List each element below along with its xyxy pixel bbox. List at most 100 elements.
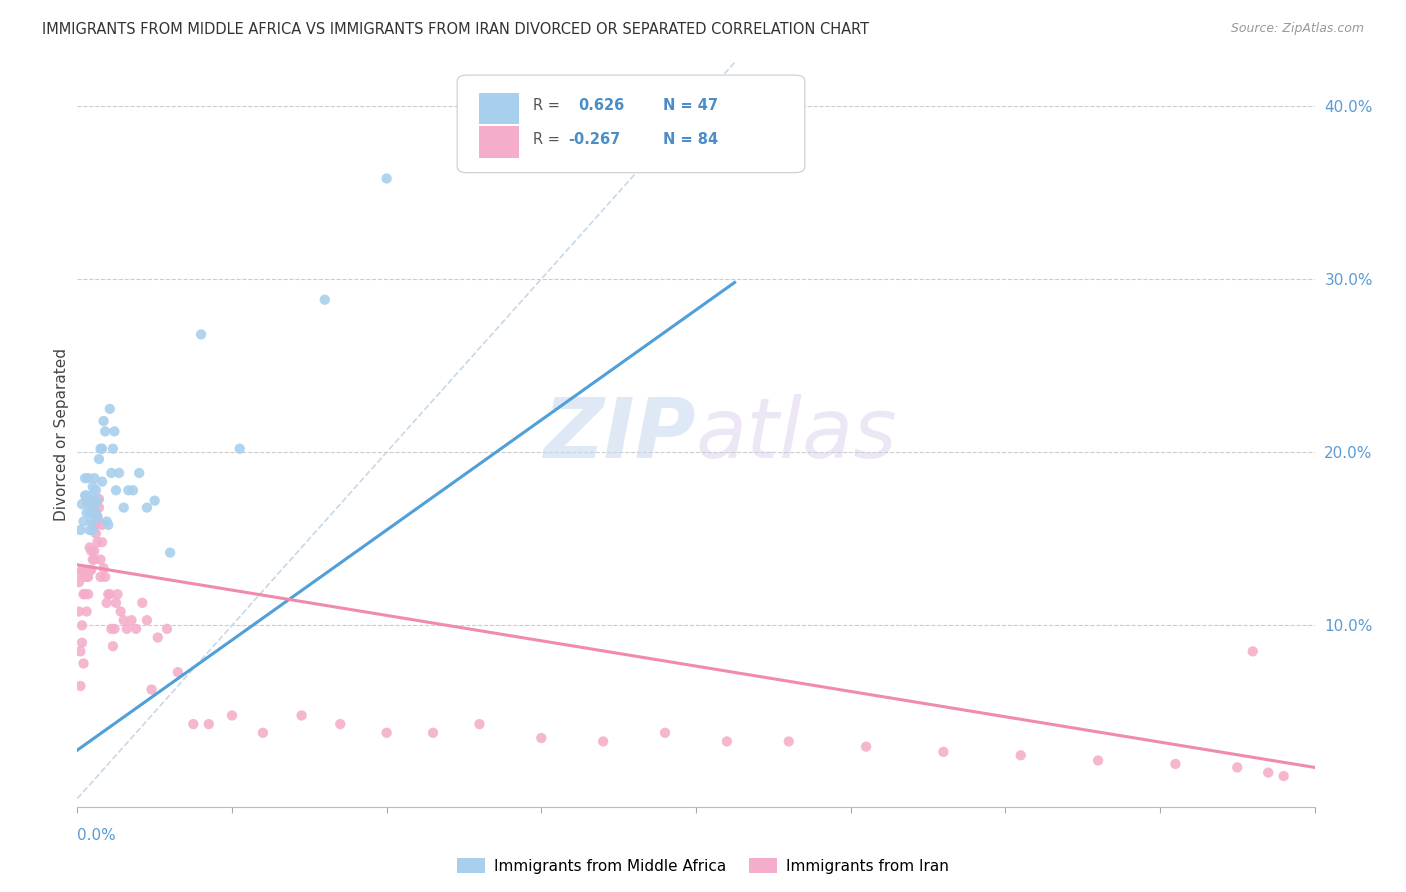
Point (110, 605, 132, 619)
Point (100, 466, 122, 480)
Point (82, 480, 104, 494)
Point (75, 488, 96, 502)
Point (97, 517, 120, 532)
Point (82, 523, 104, 537)
Point (76, 493, 98, 508)
Point (83, 471, 105, 485)
Point (375, 171, 398, 186)
Point (80, 488, 103, 502)
Point (86, 511, 108, 525)
Point (100, 622, 122, 636)
Point (75, 471, 96, 485)
Point (72, 587, 94, 601)
Point (125, 622, 148, 636)
Point (96, 515, 118, 529)
Point (87, 491, 110, 506)
Text: -0.267: -0.267 (568, 132, 621, 146)
Point (103, 622, 125, 636)
Point (83, 544, 105, 558)
FancyBboxPatch shape (479, 93, 519, 124)
Point (69, 566, 91, 581)
Point (932, 745, 955, 759)
Point (83, 552, 105, 566)
Point (79, 563, 101, 577)
Point (183, 717, 205, 731)
Text: N = 47: N = 47 (662, 98, 717, 113)
Point (77, 563, 100, 577)
Point (105, 596, 128, 610)
Point (1257, 765, 1279, 780)
Point (97, 587, 120, 601)
Point (76, 570, 98, 584)
Point (87, 452, 110, 467)
Point (329, 717, 352, 731)
Point (84, 517, 107, 532)
Point (84, 483, 107, 498)
Point (115, 622, 138, 636)
Point (69, 523, 91, 537)
Point (221, 708, 243, 723)
Point (77, 587, 100, 601)
Point (141, 682, 163, 697)
Text: N = 84: N = 84 (662, 132, 717, 146)
Point (121, 613, 143, 627)
Point (77, 570, 100, 584)
Point (86, 509, 108, 524)
Point (79, 523, 101, 537)
Point (90, 570, 112, 584)
Point (131, 596, 153, 610)
Point (117, 483, 139, 498)
Point (69, 679, 91, 693)
Point (75, 563, 96, 577)
Point (77, 471, 100, 485)
Point (79, 541, 101, 555)
Point (67, 605, 90, 619)
Point (98, 401, 121, 416)
Point (79, 493, 101, 508)
Point (198, 717, 221, 731)
Point (314, 293, 336, 307)
Point (70, 497, 93, 511)
Text: Source: ZipAtlas.com: Source: ZipAtlas.com (1230, 22, 1364, 36)
Point (101, 442, 124, 456)
Point (82, 517, 104, 532)
Point (90, 442, 112, 456)
Point (91, 535, 114, 549)
Point (70, 636, 93, 650)
Text: R =: R = (533, 132, 560, 146)
Point (75, 587, 96, 601)
Point (72, 515, 94, 529)
Point (654, 726, 676, 740)
Point (103, 425, 125, 439)
Point (1226, 760, 1249, 774)
Point (87, 500, 110, 515)
FancyBboxPatch shape (457, 75, 804, 173)
Point (90, 552, 112, 566)
FancyBboxPatch shape (479, 127, 519, 158)
Point (82, 500, 104, 515)
Point (107, 587, 129, 601)
Point (159, 546, 181, 560)
Point (67, 575, 90, 590)
Point (69, 644, 91, 658)
Point (82, 497, 104, 511)
Point (252, 726, 274, 740)
Point (375, 726, 398, 740)
Point (96, 596, 118, 610)
Point (778, 734, 800, 748)
Point (146, 631, 169, 645)
Point (83, 497, 105, 511)
Point (167, 665, 190, 680)
Point (76, 605, 98, 619)
Point (76, 488, 98, 502)
Point (190, 327, 212, 342)
Point (122, 483, 145, 498)
Point (84, 526, 107, 541)
Point (1241, 644, 1264, 658)
Point (101, 639, 124, 653)
Text: IMMIGRANTS FROM MIDDLE AFRICA VS IMMIGRANTS FROM IRAN DIVORCED OR SEPARATED CORR: IMMIGRANTS FROM MIDDLE AFRICA VS IMMIGRA… (42, 22, 869, 37)
Point (93, 414, 115, 428)
Point (70, 563, 93, 577)
Point (1087, 754, 1109, 768)
Text: 0.0%: 0.0% (77, 828, 117, 843)
